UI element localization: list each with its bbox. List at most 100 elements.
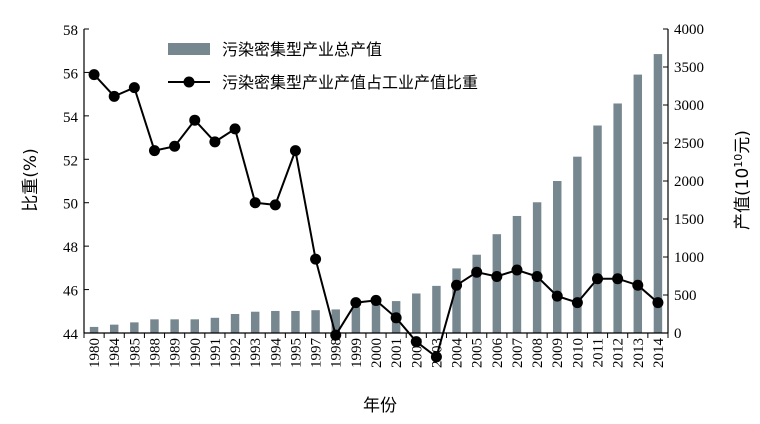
x-tick-label: 2001	[389, 338, 405, 368]
y-left-tick-label: 58	[63, 23, 78, 39]
y-right-tick-label: 2000	[674, 174, 704, 190]
bar	[432, 285, 441, 333]
x-tick-label: 2007	[510, 338, 526, 369]
y-left-tick-label: 46	[63, 284, 79, 300]
bar	[150, 319, 159, 333]
line-point	[491, 271, 503, 283]
x-tick-label: 2004	[450, 338, 466, 369]
line-point	[289, 145, 301, 157]
x-tick-label: 2013	[631, 338, 647, 368]
bar	[210, 317, 220, 333]
line-point	[310, 253, 322, 265]
bar	[532, 202, 542, 333]
y-right-tick-label: 0	[674, 326, 682, 342]
line-point	[148, 145, 160, 157]
x-tick-label: 2006	[490, 338, 506, 369]
x-tick-label: 1997	[309, 338, 325, 369]
line-point	[189, 114, 201, 126]
x-tick-label: 1988	[147, 338, 163, 368]
y-right-tick-label: 3500	[674, 60, 704, 76]
legend-bar-label: 污染密集型产业总产值	[222, 40, 382, 59]
y-axis-right-title-exponent: 10	[732, 154, 745, 168]
legend-bar-swatch	[168, 43, 210, 55]
tick-labels: 44 46 48 50 52 54 56 58 0 500 1000 1500 2000 2500 3000…	[63, 22, 704, 368]
legend-line-marker	[183, 76, 195, 88]
x-tick-label: 2003	[429, 338, 445, 368]
y-left-tick-label: 50	[63, 197, 78, 213]
x-tick-label: 1998	[329, 338, 345, 368]
line-point	[128, 82, 140, 94]
bar	[109, 324, 119, 333]
x-tick-label: 1995	[288, 338, 304, 368]
x-tick-label: 2010	[570, 338, 586, 368]
line-point	[410, 336, 422, 348]
line-point	[451, 279, 463, 291]
bar	[593, 125, 602, 334]
line-point	[511, 264, 523, 276]
y-right-tick-label: 1000	[674, 250, 704, 266]
bar-series	[89, 54, 663, 334]
x-tick-label: 1989	[168, 338, 184, 368]
bar	[331, 309, 340, 333]
x-tick-label: 1991	[208, 338, 224, 368]
y-axis-left-title: 比重(%)	[21, 148, 41, 211]
x-tick-label: 2012	[611, 338, 627, 368]
bar	[271, 310, 280, 333]
bar	[170, 319, 179, 333]
x-tick-label: 2011	[591, 338, 607, 367]
x-tick-label: 1985	[127, 338, 143, 368]
line-point	[209, 136, 221, 148]
bar	[472, 254, 481, 333]
line-point	[592, 273, 604, 285]
bar	[291, 310, 300, 333]
x-tick-label: 2005	[470, 338, 486, 368]
x-tick-label: 1992	[228, 338, 244, 368]
line-point	[531, 271, 543, 283]
bar	[412, 293, 421, 333]
legend: 污染密集型产业总产值 污染密集型产业产值占工业产值比重	[168, 40, 478, 92]
line-point	[88, 69, 100, 81]
y-right-tick-label: 1500	[674, 212, 704, 228]
legend-line-label: 污染密集型产业产值占工业产值比重	[222, 73, 478, 92]
x-tick-label: 1993	[248, 338, 264, 368]
line-point	[249, 197, 261, 209]
line-point	[169, 140, 181, 152]
x-tick-label: 2009	[550, 338, 566, 368]
y-right-tick-label: 3000	[674, 98, 704, 114]
x-tick-label: 1980	[87, 338, 103, 368]
bar	[351, 307, 361, 333]
line-point	[350, 297, 362, 309]
line-point	[269, 199, 281, 211]
line-point	[652, 297, 664, 309]
y-left-tick-label: 56	[63, 66, 79, 82]
bar	[89, 326, 99, 333]
y-axis-right-title-prefix: 产值(10	[733, 168, 753, 230]
bar	[230, 314, 240, 333]
x-tick-label: 1999	[349, 338, 365, 368]
x-tick-label: 1990	[188, 338, 204, 368]
bar	[452, 268, 461, 333]
line-point	[108, 90, 120, 102]
line-point	[430, 351, 442, 363]
y-right-tick-label: 500	[674, 288, 697, 304]
x-tick-label: 2002	[409, 338, 425, 368]
bar	[250, 311, 260, 333]
line-point	[390, 312, 402, 324]
line-point	[370, 294, 382, 306]
y-axis-right-title-suffix: 元)	[733, 130, 753, 154]
x-tick-label: 2000	[369, 338, 385, 368]
bar	[190, 319, 199, 333]
line-point	[551, 290, 563, 302]
y-right-tick-label: 2500	[674, 136, 704, 152]
x-axis-title: 年份	[363, 396, 397, 416]
y-left-tick-label: 44	[63, 327, 79, 343]
y-left-tick-label: 48	[63, 240, 78, 256]
bar	[613, 103, 622, 333]
bar	[633, 74, 643, 333]
bar	[573, 156, 582, 333]
line-point	[571, 297, 583, 309]
bar	[553, 181, 562, 333]
line-point	[229, 123, 241, 135]
x-tick-label: 2014	[651, 338, 667, 369]
